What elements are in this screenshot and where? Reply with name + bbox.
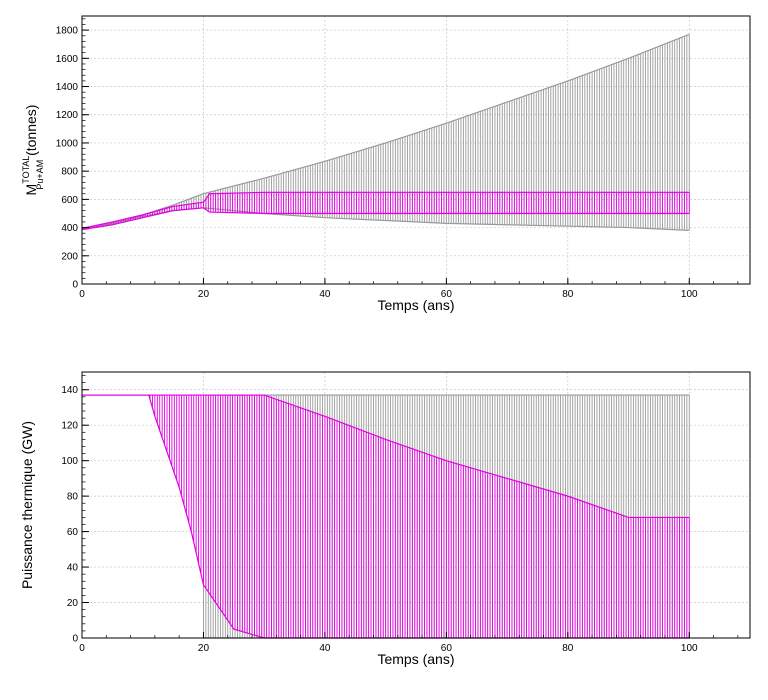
mass-chart: 0 20 40 60 80 1000200400600800100012001400160… (21, 15, 751, 313)
power-chart-grid (81, 372, 750, 639)
power-y-tick-label: 40 (67, 563, 79, 574)
power-band-series (82, 394, 690, 639)
mass-band-upper-edge (81, 191, 690, 229)
mass-y-tick-label: 600 (61, 195, 78, 206)
mass-x-tick-label: 0 (79, 289, 85, 300)
mass-x-tick-label: 20 (198, 289, 210, 300)
mass-y-tick-label: 1600 (56, 54, 79, 65)
power-chart: 0 20 40 60 80 100 0 20 40 60 80 100 120 140 Temps (an… (19, 371, 751, 667)
power-y-axis-title: Puissance thermique (GW) (19, 421, 35, 589)
mass-y-axis-title: MTOTAL Pu+AM (tonnes) (21, 105, 45, 196)
power-x-tick-label: 0 (79, 643, 85, 654)
mass-chart-frame (81, 15, 751, 285)
power-x-tick-label: 80 (562, 643, 574, 654)
mass-y-tick-label: 400 (61, 223, 78, 234)
power-x-axis-title: Temps (ans) (377, 651, 454, 667)
mass-x-tick-label: 80 (562, 289, 574, 300)
power-y-tick-label: 120 (61, 421, 78, 432)
mass-y-tick-label: 800 (61, 167, 78, 178)
mass-x-tick-label: 40 (319, 289, 331, 300)
mass-y-tick-label: 1000 (56, 138, 79, 149)
mass-band-series (81, 191, 690, 231)
mass-y-tick-label: 200 (61, 251, 78, 262)
power-y-tick-label: 20 (67, 598, 79, 609)
power-x-tick-label: 60 (441, 643, 453, 654)
power-chart-frame (81, 371, 751, 639)
power-x-tick-label: 20 (198, 643, 210, 654)
mass-y-axis-title-main: M (23, 184, 39, 196)
mass-y-axis-title-unit: (tonnes) (23, 105, 39, 160)
power-y-tick-label: 100 (61, 456, 78, 467)
power-y-tick-label: 140 (61, 385, 78, 396)
power-band-upper-edge (82, 394, 690, 519)
power-y-tick-label: 80 (67, 492, 79, 503)
mass-x-tick-label: 100 (681, 289, 698, 300)
mass-chart-ticks: 0 20 40 60 80 1000200400600800100012001400160… (56, 18, 739, 300)
mass-y-tick-label: 0 (72, 280, 78, 291)
mass-chart-grid (81, 16, 750, 285)
mass-y-tick-label: 1400 (56, 82, 79, 93)
mass-y-axis-title-sup: TOTAL (21, 156, 31, 184)
power-x-tick-label: 40 (319, 643, 331, 654)
mass-x-tick-label: 60 (441, 289, 453, 300)
mass-y-axis-title-sub: Pu+AM (35, 160, 45, 190)
power-x-tick-label: 100 (681, 643, 698, 654)
mass-y-tick-label: 1200 (56, 110, 79, 121)
power-y-tick-label: 0 (72, 634, 78, 645)
mass-y-tick-label: 1800 (56, 26, 79, 37)
mass-x-axis-title: Temps (ans) (377, 297, 454, 313)
mass-band-lower-edge (81, 207, 690, 231)
power-y-tick-label: 60 (67, 527, 79, 538)
power-chart-ticks: 0 20 40 60 80 100 0 20 40 60 80 100 120 140 (61, 375, 739, 654)
